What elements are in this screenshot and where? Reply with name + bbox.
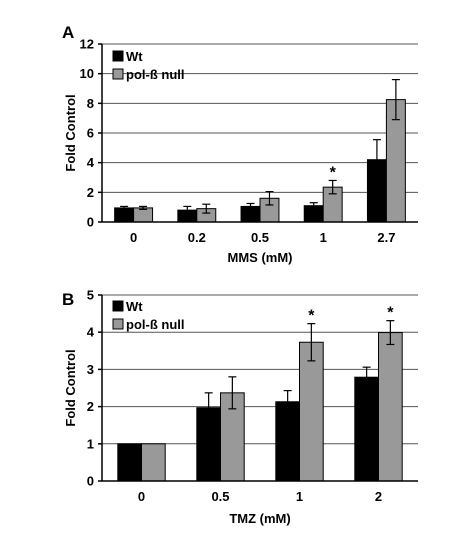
- panel-b-error-bars: [204, 320, 395, 424]
- panel-b-bars: [117, 332, 403, 482]
- panel-a-bars: [114, 99, 406, 223]
- panel-a-error-bars: [120, 78, 400, 215]
- panel-a-axes: [98, 43, 418, 223]
- x-tick-label: 0.5: [211, 489, 229, 504]
- panel-a-gridlines: [102, 43, 418, 223]
- panel-a-label: A: [62, 23, 74, 42]
- legend-label-pol-b-null: pol-ß null: [126, 317, 184, 332]
- panel-a-legend: Wt pol-ß null: [112, 49, 184, 82]
- significance-asterisk: *: [387, 305, 394, 322]
- panel-a-y-axis-title: Fold Control: [63, 94, 78, 171]
- legend-swatch-pol-b-null: [112, 68, 124, 80]
- x-tick-label: 1: [296, 489, 303, 504]
- legend-swatch-wt: [112, 50, 124, 62]
- x-tick-label: 2.7: [377, 230, 395, 245]
- y-tick-label: 3: [87, 362, 94, 377]
- y-tick-label: 1: [87, 436, 94, 451]
- x-tick-label: 0: [130, 230, 137, 245]
- y-tick-label: 8: [87, 96, 94, 111]
- y-tick-label: 2: [87, 399, 94, 414]
- panel-b-x-axis-title: TMZ (mM): [229, 511, 290, 526]
- legend-swatch-wt: [112, 300, 124, 312]
- bar-wt: [354, 376, 379, 482]
- legend-label-wt: Wt: [126, 49, 143, 64]
- panel-b-y-axis-title: Fold Control: [63, 349, 78, 426]
- legend-swatch-pol-b-null: [112, 318, 124, 330]
- y-tick-label: 0: [87, 215, 94, 230]
- panel-a-x-tick-labels: 0 0.2 0.5 1 2.7: [130, 230, 395, 245]
- bar-wt: [275, 401, 300, 482]
- y-tick-label: 2: [87, 185, 94, 200]
- x-tick-label: 0.2: [188, 230, 206, 245]
- x-tick-label: 1: [320, 230, 327, 245]
- bar-wt: [114, 207, 135, 223]
- panel-b-legend: Wt pol-ß null: [112, 299, 184, 332]
- significance-asterisk: *: [308, 308, 315, 325]
- legend-label-wt: Wt: [126, 299, 143, 314]
- panel-b-significance-marks: * *: [308, 305, 394, 325]
- panel-b-label: B: [62, 290, 74, 309]
- legend-label-pol-b-null: pol-ß null: [126, 67, 184, 82]
- panel-b-x-tick-labels: 0 0.5 1 2: [138, 489, 382, 504]
- x-tick-label: 0: [138, 489, 145, 504]
- panel-b-y-tick-labels: 0 1 2 3 4 5: [87, 288, 95, 489]
- bar-pol-b-null: [133, 207, 154, 223]
- bar-pol-b-null: [378, 332, 403, 482]
- x-tick-label: 2: [375, 489, 382, 504]
- significance-asterisk: *: [330, 164, 337, 181]
- panel-b-axes: [98, 294, 418, 482]
- y-tick-label: 5: [87, 288, 94, 303]
- y-tick-label: 4: [87, 155, 95, 170]
- panel-a-y-tick-labels: 0 2 4 6 8 10 12: [80, 37, 95, 230]
- y-tick-label: 0: [87, 474, 94, 489]
- bar-pol-b-null: [141, 443, 166, 482]
- y-tick-label: 4: [87, 325, 95, 340]
- x-tick-label: 0.5: [251, 230, 269, 245]
- bar-pol-b-null: [299, 341, 324, 482]
- panel-a-x-axis-title: MMS (mM): [228, 250, 293, 265]
- bar-wt: [117, 443, 143, 482]
- y-tick-label: 10: [80, 66, 94, 81]
- y-tick-label: 6: [87, 126, 94, 141]
- y-tick-label: 12: [80, 37, 94, 52]
- panel-a-significance-marks: *: [330, 164, 337, 181]
